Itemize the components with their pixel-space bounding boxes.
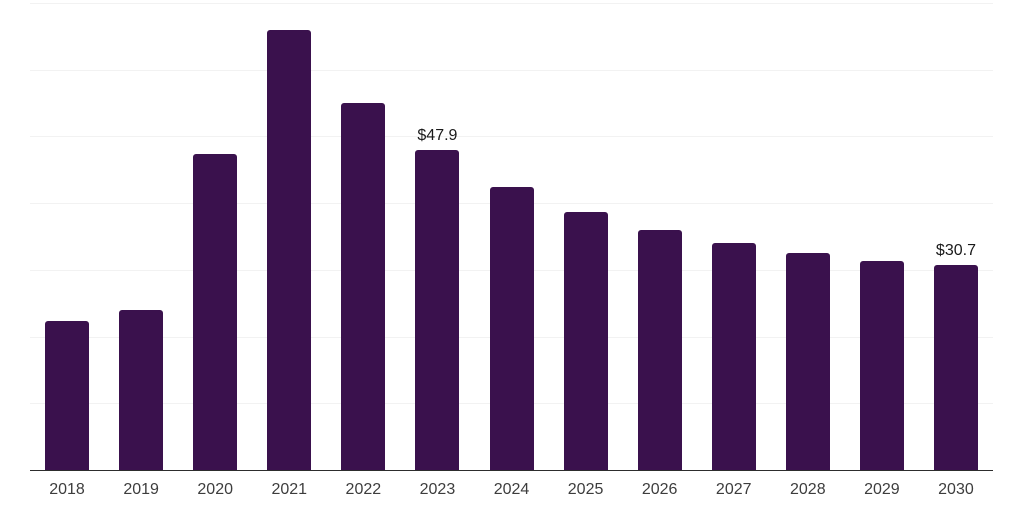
bar-2024	[489, 187, 534, 470]
bar-2022	[341, 103, 386, 470]
x-axis-tick-label-2028: 2028	[790, 481, 826, 498]
x-axis-tick-label-2027: 2027	[715, 481, 752, 498]
gridline-50	[30, 136, 993, 138]
bar-2023	[415, 150, 460, 470]
x-axis-tick-label-2029: 2029	[864, 481, 900, 498]
bar-2018	[45, 320, 90, 470]
bar-2027	[711, 243, 756, 470]
bar-2019	[119, 309, 164, 470]
bar-2021	[267, 30, 312, 470]
x-axis-tick-label-2022: 2022	[345, 481, 382, 498]
x-axis-tick-label-2021: 2021	[271, 481, 308, 498]
x-axis-tick-label-2023: 2023	[419, 481, 456, 498]
plot-area: $47.9 $30.7	[30, 3, 993, 471]
bar-value-label-2030: $30.7	[935, 242, 976, 260]
x-axis-tick-label-2018: 2018	[49, 481, 85, 498]
x-axis-tick-label-2020: 2020	[197, 481, 233, 498]
bar-2020	[193, 154, 238, 470]
bar-2030	[933, 265, 978, 470]
bar-2028	[785, 252, 830, 470]
x-axis-tick-label-2030: 2030	[938, 481, 974, 498]
x-axis-tick-label-2024: 2024	[493, 481, 530, 498]
bar-2025	[563, 211, 608, 470]
bar-2026	[637, 229, 682, 470]
x-axis-tick-label-2026: 2026	[641, 481, 678, 498]
gridline-60	[30, 69, 993, 71]
x-axis-tick-label-2019: 2019	[123, 481, 159, 498]
gridline-70	[30, 3, 993, 4]
x-axis-tick-label-2025: 2025	[567, 481, 604, 498]
bar-value-label-2023: $47.9	[417, 127, 458, 145]
bar-2029	[859, 261, 904, 470]
